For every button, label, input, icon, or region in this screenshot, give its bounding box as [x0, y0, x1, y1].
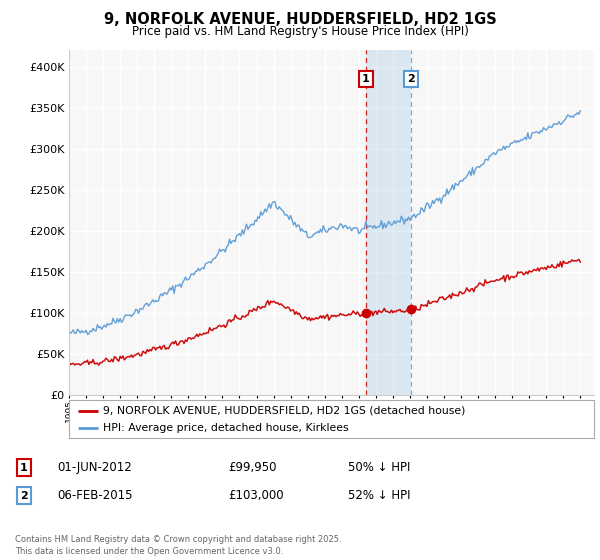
Text: 9, NORFOLK AVENUE, HUDDERSFIELD, HD2 1GS (detached house): 9, NORFOLK AVENUE, HUDDERSFIELD, HD2 1GS…	[103, 405, 466, 416]
Text: 2: 2	[20, 491, 28, 501]
Text: 2: 2	[407, 74, 415, 84]
Text: Contains HM Land Registry data © Crown copyright and database right 2025.
This d: Contains HM Land Registry data © Crown c…	[15, 535, 341, 556]
Text: 9, NORFOLK AVENUE, HUDDERSFIELD, HD2 1GS: 9, NORFOLK AVENUE, HUDDERSFIELD, HD2 1GS	[104, 12, 496, 27]
Text: £103,000: £103,000	[228, 489, 284, 502]
Text: 1: 1	[20, 463, 28, 473]
Text: 01-JUN-2012: 01-JUN-2012	[57, 461, 132, 474]
Text: Price paid vs. HM Land Registry's House Price Index (HPI): Price paid vs. HM Land Registry's House …	[131, 25, 469, 38]
Text: 52% ↓ HPI: 52% ↓ HPI	[348, 489, 410, 502]
Text: 06-FEB-2015: 06-FEB-2015	[57, 489, 133, 502]
Text: 50% ↓ HPI: 50% ↓ HPI	[348, 461, 410, 474]
Text: £99,950: £99,950	[228, 461, 277, 474]
Text: HPI: Average price, detached house, Kirklees: HPI: Average price, detached house, Kirk…	[103, 423, 349, 433]
Bar	[366, 50, 412, 395]
Text: 1: 1	[362, 74, 370, 84]
